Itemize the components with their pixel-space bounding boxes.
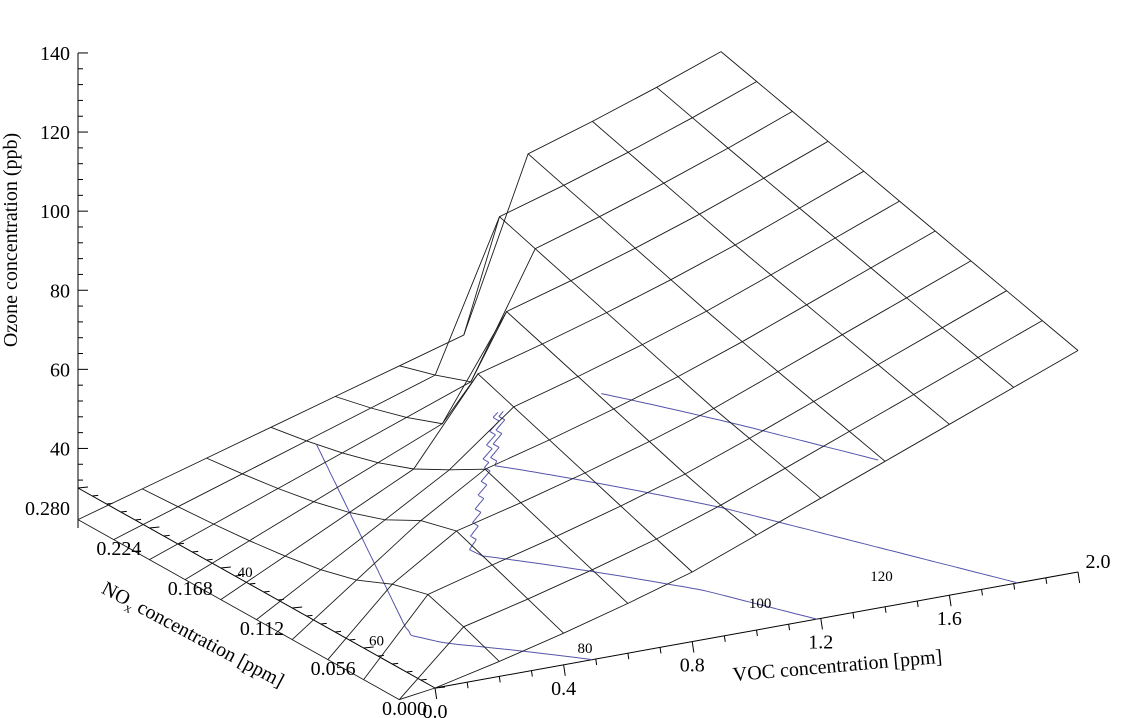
surface-grid-line bbox=[720, 51, 1079, 351]
y-axis-line bbox=[77, 487, 436, 689]
x-tick bbox=[852, 612, 855, 619]
y-tick-label: 0.056 bbox=[311, 658, 356, 680]
y-tick bbox=[392, 662, 399, 665]
y-tick bbox=[377, 654, 384, 657]
x-tick-label: 0.4 bbox=[551, 678, 576, 700]
z-tick-label: 80 bbox=[50, 280, 70, 302]
surface-grid-line bbox=[77, 51, 722, 521]
surface-grid-line bbox=[463, 215, 822, 499]
x-tick bbox=[595, 658, 598, 666]
contour-lines: 40 60 80 100 120 bbox=[238, 393, 1018, 661]
x-tick bbox=[820, 618, 823, 630]
y-tick bbox=[263, 590, 270, 593]
x-tick bbox=[627, 653, 630, 660]
surface-grid-line bbox=[335, 373, 693, 573]
y-tick bbox=[206, 558, 213, 561]
y-tick bbox=[92, 494, 99, 497]
x-tick bbox=[498, 676, 501, 683]
x-tick-label: 2.0 bbox=[1086, 551, 1111, 573]
surface-grid-line bbox=[527, 153, 886, 462]
y-tick bbox=[120, 510, 127, 513]
y-tick bbox=[192, 550, 199, 553]
z-tick-label: 120 bbox=[40, 122, 70, 144]
x-tick bbox=[1077, 571, 1081, 584]
x-tick bbox=[466, 682, 469, 689]
y-tick bbox=[149, 526, 160, 529]
y-tick bbox=[177, 542, 185, 545]
chart-axes bbox=[77, 52, 1081, 700]
contour-label: 40 bbox=[238, 565, 253, 581]
z-tick-label: 100 bbox=[40, 201, 70, 223]
x-tick-label: 0.8 bbox=[680, 655, 705, 677]
surface-grid-line bbox=[149, 111, 793, 560]
surface-grid-line bbox=[592, 121, 950, 425]
surface-grid-line bbox=[363, 290, 1007, 680]
surface-grid-line bbox=[184, 140, 829, 580]
x-tick bbox=[530, 670, 533, 677]
contour-label: 80 bbox=[578, 641, 593, 657]
y-tick bbox=[292, 606, 303, 609]
y-tick bbox=[420, 678, 427, 681]
y-tick-label: 0.000 bbox=[382, 698, 427, 718]
contour-line bbox=[469, 411, 817, 620]
surface-grid-line bbox=[434, 350, 1079, 689]
y-tick bbox=[434, 686, 446, 689]
x-tick-label: 1.2 bbox=[808, 631, 833, 653]
surface-grid-line bbox=[113, 81, 757, 541]
y-tick-label: 0.224 bbox=[96, 538, 141, 560]
x-axis-title: VOC concentration [ppm] bbox=[732, 646, 943, 686]
y-tick bbox=[334, 630, 342, 633]
z-axis-title: Ozone concentration (ppb) bbox=[0, 133, 22, 347]
surface-grid-line bbox=[398, 320, 1043, 700]
x-tick bbox=[948, 595, 952, 607]
contour-line bbox=[316, 444, 593, 661]
y-tick-label: 0.112 bbox=[240, 618, 284, 640]
y-tick bbox=[163, 534, 170, 537]
z-tick-label: 60 bbox=[50, 359, 70, 381]
surface-grid-line bbox=[220, 170, 865, 600]
y-tick-label: 0.168 bbox=[168, 578, 213, 600]
x-tick bbox=[916, 600, 919, 608]
x-tick bbox=[691, 641, 695, 653]
surface-grid-line bbox=[399, 310, 757, 536]
contour-label: 100 bbox=[749, 596, 772, 612]
contour-line bbox=[490, 410, 1018, 584]
x-tick bbox=[981, 589, 983, 596]
y-tick bbox=[406, 670, 413, 673]
x-tick bbox=[563, 664, 566, 676]
y-tick bbox=[249, 582, 256, 585]
surface-wireframe bbox=[77, 51, 1079, 701]
y-tick-label: 0.280 bbox=[25, 498, 70, 520]
surface-grid-line bbox=[291, 230, 936, 640]
surface-grid-line bbox=[270, 426, 629, 604]
x-tick bbox=[788, 624, 791, 631]
x-tick bbox=[884, 606, 887, 613]
x-tick bbox=[756, 629, 758, 637]
y-tick bbox=[135, 518, 142, 521]
y-tick bbox=[306, 614, 313, 617]
y-tick bbox=[363, 646, 374, 649]
surface-grid-line bbox=[256, 200, 900, 620]
contour-label: 120 bbox=[870, 569, 893, 585]
z-tick-label: 40 bbox=[50, 438, 70, 460]
x-tick bbox=[723, 635, 726, 642]
y-tick bbox=[235, 574, 242, 577]
y-tick bbox=[320, 622, 327, 625]
surface-grid-line bbox=[656, 86, 1014, 388]
x-tick-label: 1.6 bbox=[937, 608, 962, 630]
x-tick bbox=[434, 687, 438, 700]
tick-labels: 0.0 0.4 0.8 1.2 1.6 2.0 0.000 0.056 0.112 0.168 0.… bbox=[25, 43, 1111, 718]
contour-label: 60 bbox=[369, 634, 384, 650]
z-tick-label: 140 bbox=[40, 43, 70, 65]
y-tick bbox=[220, 566, 231, 569]
y-tick bbox=[349, 638, 356, 641]
y-tick bbox=[77, 486, 89, 489]
x-tick-label: 0.0 bbox=[423, 701, 448, 718]
x-tick bbox=[659, 647, 662, 654]
x-tick bbox=[1013, 583, 1016, 590]
x-tick bbox=[1045, 577, 1048, 584]
contour-line bbox=[601, 393, 879, 461]
